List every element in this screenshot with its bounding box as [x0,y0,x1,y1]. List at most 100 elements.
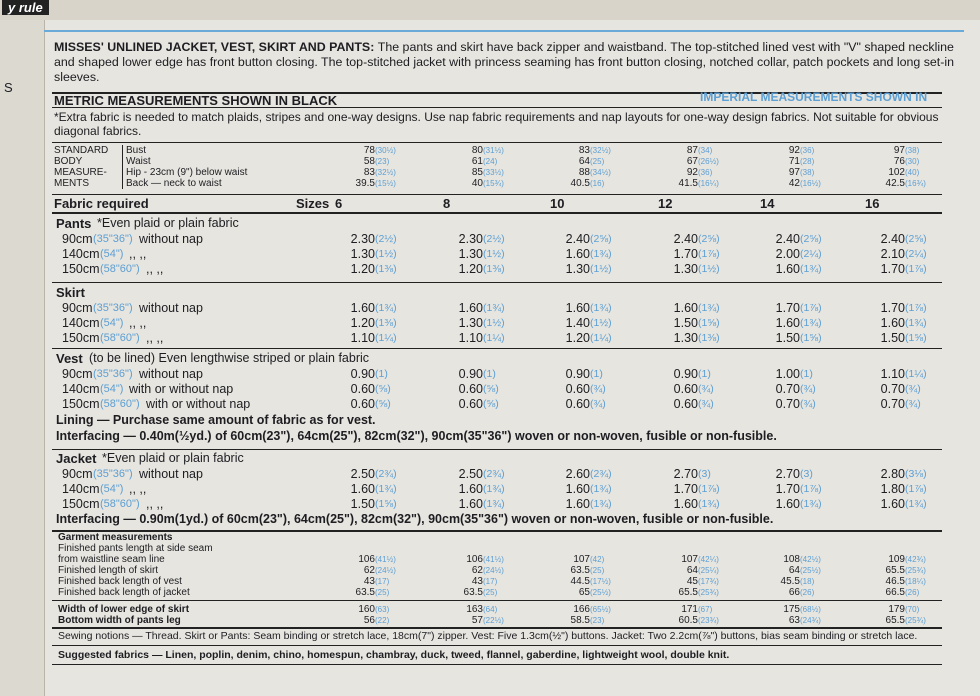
imperial-value: (70) [905,605,920,614]
imperial-value: (2¼) [905,248,927,260]
imperial-value: (¾) [590,383,606,395]
imperial-value: (24) [483,157,498,166]
fabric-width-imperial: (58"60") [100,332,140,344]
metric-value: 163 [466,604,483,615]
fabric-width: 90cm [62,232,93,246]
imperial-value: (38) [800,168,815,177]
metric-value: 0.60 [350,382,375,396]
metric-value: 1.70 [775,482,800,496]
side-letter: S [4,80,13,95]
imperial-value: (3) [800,468,813,480]
size: 16 [865,196,880,211]
metric-value: 1.50 [775,331,800,345]
metric-value: 0.60 [565,397,590,411]
imperial-value: (2⅝) [698,233,720,245]
imperial-value: (42¾) [905,555,926,564]
metric-value: 1.70 [673,482,698,496]
metric-value: 2.40 [565,232,590,246]
metric-value: 63.5 [570,565,590,576]
body-label: MEASURE- [54,167,107,178]
nap: with or without nap [146,397,251,411]
imperial-value: (2¼) [800,248,822,260]
imperial-value: (42¼) [698,555,719,564]
metric-value: 1.60 [458,301,483,315]
interfacing: Interfacing — 0.90m(1yd.) of 60cm(23"), … [56,512,774,526]
imperial-value: (1) [698,368,711,380]
metric-value: 1.30 [673,331,698,345]
imperial-value: (1½) [590,317,612,329]
fabric-width-imperial: (54") [100,483,124,495]
imperial-value: (36) [800,146,815,155]
metric-value: 66.5 [885,587,905,598]
imperial-value: (1¾) [800,498,822,510]
imperial-value: (23) [590,616,605,625]
metric-value: 0.70 [880,382,905,396]
imperial-value: (17¾) [698,577,719,586]
imperial-value: (1¾) [905,317,927,329]
fabric-width: 140cm [62,382,100,396]
description: MISSES' UNLINED JACKET, VEST, SKIRT AND … [54,40,959,85]
metric-value: 65.5 [885,565,905,576]
imperial-value: (2¾) [375,468,397,480]
metric-value: 58 [363,156,375,167]
metric-value: 1.30 [565,262,590,276]
metric-value: 64 [788,565,800,576]
metric-value: 1.20 [458,262,483,276]
imperial-heading: IMPERIAL MEASUREMENTS SHOWN IN [700,90,928,104]
nap: with or without nap [129,382,234,396]
imperial-value: (1⅞) [698,248,720,260]
fabric-width: 140cm [62,247,100,261]
metric-value: 171 [681,604,698,615]
garment-label: Finished pants length at side seam [58,543,213,554]
imperial-value: (¾) [800,383,816,395]
metric-value: 92 [788,145,800,156]
fabric-width: 150cm [62,397,100,411]
fabric-width: 90cm [62,467,93,481]
metric-value: 62 [363,565,375,576]
fabric-width-imperial: (35"36") [93,468,133,480]
nap: without nap [139,232,203,246]
metric-value: 2.60 [565,467,590,481]
metric-value: 1.70 [673,247,698,261]
metric-value: 0.90 [350,367,375,381]
metric-value: 64 [686,565,698,576]
metric-value: 83 [578,145,590,156]
metric-value: 45 [686,576,698,587]
nap: ,, ,, [129,316,147,330]
metric-value: 64 [578,156,590,167]
metric-value: 1.70 [880,301,905,315]
metric-value: 1.30 [458,316,483,330]
nap: without nap [139,301,203,315]
description-text: The pants and skirt have back zipper and… [54,40,955,84]
fabric-width: 140cm [62,482,100,496]
metric-value: 56 [363,615,375,626]
metric-value: 0.60 [565,382,590,396]
rule [52,92,942,94]
imperial-value: (1¾) [375,483,397,495]
imperial-value: (1⅞) [905,263,927,275]
fabric-width-imperial: (58"60") [100,398,140,410]
imperial-value: (25¾) [698,588,719,597]
suggested-fabrics: Suggested fabrics — Linen, poplin, denim… [58,649,730,661]
metric-value: 1.60 [673,301,698,315]
imperial-value: (25¾) [905,616,926,625]
imperial-value: (24¾) [800,616,821,625]
metric-value: 46.5 [885,576,905,587]
metric-value: 1.30 [350,247,375,261]
imperial-value: (1) [590,368,603,380]
imperial-value: (2¾) [483,468,505,480]
imperial-value: (1⅝) [375,498,397,510]
imperial-value: (16¾) [905,179,926,188]
metric-value: 1.50 [673,316,698,330]
imperial-value: (1¾) [800,263,822,275]
metric-value: 78 [363,145,375,156]
metric-value: 1.60 [565,301,590,315]
metric-value: 1.10 [880,367,905,381]
imperial-value: (2⅝) [800,233,822,245]
fabric-width: 150cm [62,497,100,511]
imperial-value: (64) [483,605,498,614]
metric-value: 58.5 [570,615,590,626]
metric-value: 1.20 [350,262,375,276]
rule [52,212,942,214]
metric-value: 1.70 [880,262,905,276]
